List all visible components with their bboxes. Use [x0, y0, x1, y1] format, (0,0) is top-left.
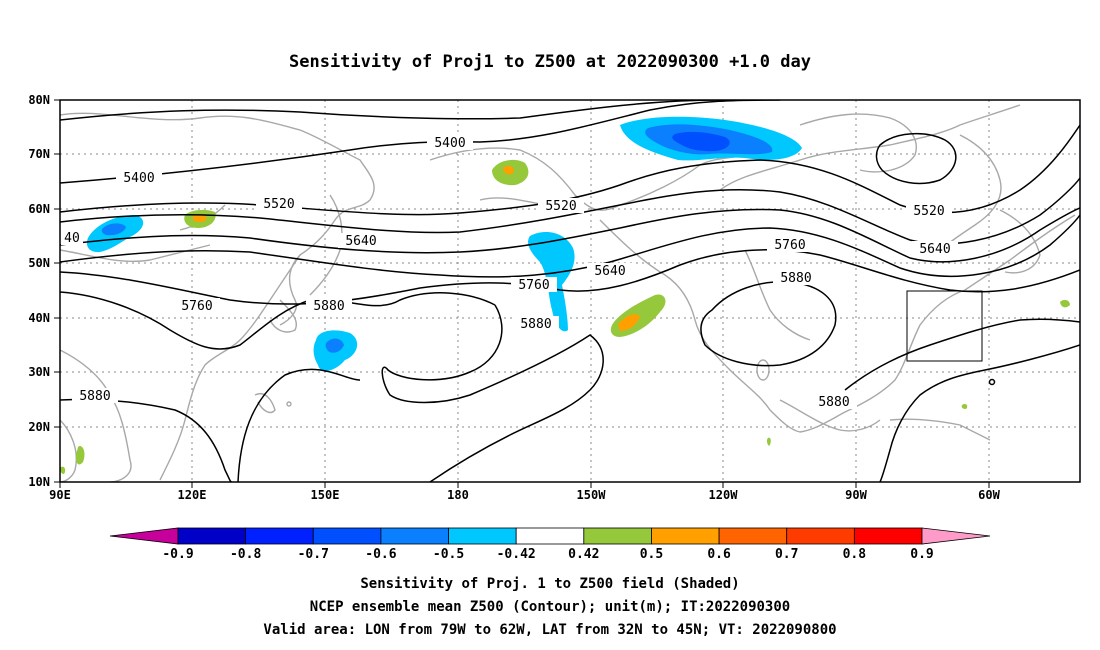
shade-positive-dateline-core	[503, 165, 514, 175]
contour-label: 5520	[545, 199, 576, 214]
colorbar-tick-label: 0.9	[910, 547, 933, 562]
shade-positive-atlantic-small	[1060, 299, 1070, 308]
colorbar-swatch	[651, 527, 720, 545]
contour-5400-a	[60, 100, 721, 121]
footer-line-3: Valid area: LON from 79W to 62W, LAT fro…	[263, 622, 836, 638]
shade-positive-northeast-pacific-core	[618, 314, 640, 331]
lat-tick-label: 80N	[28, 93, 50, 107]
contour-label: 5760	[181, 299, 212, 314]
colorbar: -0.9 -0.8 -0.7 -0.6 -0.5 -0.42 0.42 0.5 0.6 0.7 0.…	[109, 527, 991, 562]
contour-label: 5640	[345, 234, 376, 249]
colorbar-tick-label: 0.8	[843, 547, 867, 562]
coastlines	[60, 104, 1076, 482]
contour-label: 5880	[818, 395, 849, 410]
contour-5880-d	[237, 368, 361, 482]
lat-tick-label: 20N	[28, 420, 50, 434]
map-area	[60, 100, 1080, 482]
contour-5880-c	[60, 398, 233, 482]
contour-5880-a	[60, 291, 496, 350]
contour-label: 5640	[919, 242, 950, 257]
colorbar-tick-label: 0.7	[775, 547, 798, 562]
colorbar-tick-label: 0.6	[707, 547, 731, 562]
lon-tick-label: 90E	[49, 488, 71, 502]
colorbar-swatch	[583, 527, 652, 545]
contour-label: 5400	[123, 171, 154, 186]
contour-label: 5520	[263, 197, 294, 212]
colorbar-swatch	[312, 527, 382, 545]
contour-label: 5760	[774, 238, 805, 253]
colorbar-tick-label: -0.7	[298, 547, 329, 562]
contour-5760-a	[60, 249, 1080, 305]
contour-label: 5760	[518, 278, 549, 293]
contour-label: 5880	[313, 299, 344, 314]
latitude-labels: 80N 70N 60N 50N 40N 30N 20N 10N	[28, 93, 50, 489]
plot-title: Sensitivity of Proj1 to Z500 at 20220903…	[289, 52, 811, 72]
lon-tick-label: 150W	[577, 488, 607, 502]
footer-line-2: NCEP ensemble mean Z500 (Contour); unit(…	[310, 599, 790, 615]
contour-5880-e	[700, 281, 837, 367]
colorbar-tick-label: 0.5	[640, 547, 663, 562]
contour-label: 5880	[520, 317, 551, 332]
colorbar-swatch	[245, 527, 314, 545]
lat-tick-label: 60N	[28, 202, 50, 216]
colorbar-tick-label: -0.5	[433, 547, 464, 562]
lon-tick-label: 90W	[845, 488, 867, 502]
contour-5880-g	[879, 344, 1080, 482]
colorbar-high-arrow	[921, 527, 991, 545]
contour-5880-b	[381, 304, 604, 482]
contour-5640-b	[60, 214, 1080, 278]
lat-tick-label: 70N	[28, 147, 50, 161]
colorbar-swatch	[177, 527, 247, 545]
contour-label: 5400	[434, 136, 465, 151]
colorbar-tick-label: -0.9	[162, 547, 193, 562]
lon-tick-label: 180	[447, 488, 469, 502]
valid-area-box	[906, 290, 983, 362]
contour-label: 5520	[913, 204, 944, 219]
colorbar-swatch	[448, 527, 517, 545]
map-frame	[59, 99, 1081, 483]
lon-tick-label: 60W	[978, 488, 1000, 502]
lon-tick-label: 120W	[709, 488, 739, 502]
footer-line-1: Sensitivity of Proj. 1 to Z500 field (Sh…	[360, 576, 739, 592]
colorbar-low-arrow	[109, 527, 179, 545]
colorbar-swatch	[853, 527, 923, 545]
shade-negative-central-pacific-core	[325, 338, 344, 353]
contour-labels: 5400 5400 5520 5520 5520 5640 5640 5640 …	[61, 135, 958, 410]
shade-negative-arctic-core	[672, 131, 730, 152]
colorbar-tick-label: -0.42	[497, 547, 536, 562]
sensitivity-shading	[60, 116, 1070, 474]
contour-5400-low	[875, 132, 957, 185]
lat-tick-label: 50N	[28, 256, 50, 270]
lat-tick-label: 40N	[28, 311, 50, 325]
shade-positive-mexico-small	[766, 437, 771, 446]
lat-tick-label: 30N	[28, 365, 50, 379]
contour-label: 5640	[594, 264, 625, 279]
colorbar-tick-label: -0.6	[365, 547, 396, 562]
longitude-labels: 90E 120E 150E 180 150W 120W 90W 60W	[49, 488, 1000, 502]
shade-positive-west-pacific-core	[193, 214, 207, 223]
contour-label: 5880	[79, 389, 110, 404]
colorbar-swatch	[380, 527, 449, 545]
contour-label: 40	[64, 231, 80, 246]
colorbar-swatch	[718, 527, 788, 545]
contour-5520-b	[60, 177, 1080, 245]
lon-tick-label: 150E	[311, 488, 340, 502]
shade-positive-caribbean-small	[961, 403, 968, 409]
tick-marks	[54, 99, 990, 488]
contour-5640-a	[60, 207, 1080, 263]
colorbar-swatch	[515, 527, 585, 545]
contour-label: 5880	[780, 271, 811, 286]
shade-positive-india-small-2	[60, 466, 66, 474]
colorbar-tick-label: -0.8	[230, 547, 261, 562]
colorbar-swatch	[786, 527, 855, 545]
shade-negative-east-asia-core	[101, 223, 126, 236]
shade-positive-india-small	[75, 446, 85, 465]
lon-tick-label: 120E	[178, 488, 207, 502]
contour-5880-f	[844, 318, 1080, 391]
colorbar-tick-label: 0.42	[568, 547, 599, 562]
lat-tick-label: 10N	[28, 475, 50, 489]
